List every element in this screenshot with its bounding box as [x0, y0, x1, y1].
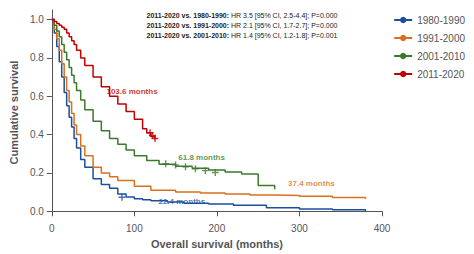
svg-text:1.0: 1.0 — [30, 14, 44, 25]
svg-text:Overall survival (months): Overall survival (months) — [151, 238, 283, 250]
svg-text:1991-2000: 1991-2000 — [417, 33, 465, 44]
svg-text:0.0: 0.0 — [30, 206, 44, 217]
svg-text:HR 1.4 [95% CI, 1.2-1.8]; P=0.: HR 1.4 [95% CI, 1.2-1.8]; P=0.001 — [229, 32, 337, 40]
svg-text:100: 100 — [126, 223, 143, 234]
svg-text:2011-2020 vs. 1980-1990:: 2011-2020 vs. 1980-1990: — [147, 12, 230, 19]
svg-text:37.4 months: 37.4 months — [288, 179, 335, 188]
svg-text:HR 2.1 [95% CI, 1.7-2.7]; P=0.: HR 2.1 [95% CI, 1.7-2.7]; P=0.000 — [229, 22, 337, 30]
svg-text:61.8 months: 61.8 months — [178, 153, 225, 162]
svg-text:Cumulative survival: Cumulative survival — [8, 61, 20, 165]
svg-text:22.4 months: 22.4 months — [158, 197, 206, 207]
svg-text:2011-2020 vs. 2001-2010:: 2011-2020 vs. 2001-2010: — [147, 32, 230, 39]
svg-text:1980-1990: 1980-1990 — [417, 15, 465, 26]
svg-text:300: 300 — [291, 223, 308, 234]
svg-text:0.6: 0.6 — [30, 91, 44, 102]
svg-text:2011-2020 vs. 1991-2000:: 2011-2020 vs. 1991-2000: — [147, 22, 230, 29]
svg-text:2001-2010: 2001-2010 — [417, 51, 465, 62]
svg-text:0.4: 0.4 — [30, 129, 44, 140]
svg-text:0.8: 0.8 — [30, 52, 44, 63]
svg-text:0.2: 0.2 — [30, 167, 44, 178]
svg-text:2011-2020: 2011-2020 — [417, 69, 465, 80]
svg-text:0: 0 — [49, 223, 55, 234]
svg-text:400: 400 — [374, 223, 391, 234]
svg-text:200: 200 — [209, 223, 226, 234]
svg-text:103.6 months: 103.6 months — [106, 87, 158, 96]
svg-text:HR 3.5 [95% CI, 2.5-4.4]; P=0.: HR 3.5 [95% CI, 2.5-4.4]; P=0.000 — [229, 12, 337, 20]
